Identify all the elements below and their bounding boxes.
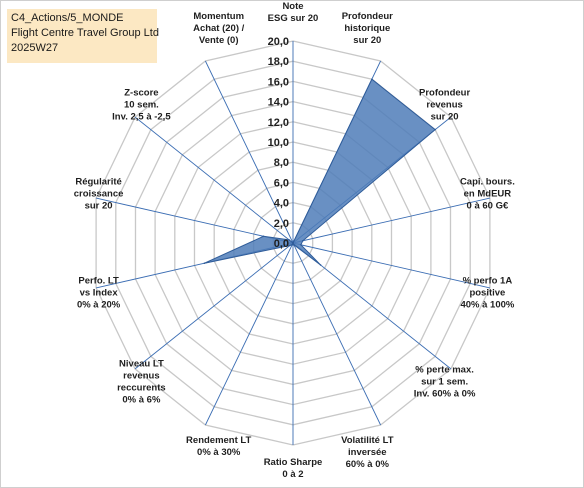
axis-label: Momentum Achat (20) / Vente (0) [193,11,245,46]
axis-label-line: Z-score [124,88,158,99]
axis-label-line: Capi. bours. [460,177,515,188]
axis-spoke [292,242,491,289]
data-point [262,235,265,238]
axis-label-line: % perte max. [415,364,474,375]
axis-label: Ratio Sharpe 0 à 2 [264,457,323,480]
header-category: C4_Actions/5_MONDE [11,12,124,24]
data-point [319,264,322,266]
axis-label-line: croissance [74,189,124,200]
axis-label: Note ESG sur 20 [268,1,319,24]
data-point [302,240,304,242]
data-point [293,244,295,246]
chart-header-box: C4_Actions/5_MONDE Flight Centre Travel … [7,9,159,63]
axis-label-line: sur 20 [85,201,113,212]
axis-label: Capi. bours. en MdEUR 0 à 60 G€ [460,177,515,212]
axis-label-line: Achat (20) / [193,23,245,34]
axis-label-line: Note [282,1,303,12]
axis-label-line: Perfo. LT [78,275,119,286]
axis-label: Profondeur revenus sur 20 [419,88,470,123]
axis-label: Niveau LT revenus reccurents 0% à 6% [117,358,166,405]
axis-label: Profondeur historique sur 20 [342,11,393,46]
axis-label-line: historique [344,23,390,34]
axis-label-line: inversée [348,447,387,458]
axis-label-line: 0% à 6% [122,394,161,405]
axis-label-line: sur 1 sem. [421,376,468,387]
data-point [371,78,373,80]
axis-spoke [134,242,294,370]
tick-label: 2,0 [274,218,289,230]
tick-label: 6,0 [274,177,289,189]
axis-label-line: Momentum [193,11,244,22]
data-point [434,128,436,131]
data-point [291,244,293,246]
axis-label-line: 0 à 2 [282,469,303,480]
axis-spoke [134,116,294,244]
axis-label-line: Profondeur [419,88,470,99]
header-company: Flight Centre Travel Group Ltd [11,27,159,39]
axis-label-line: Rendement LT [186,435,251,446]
axis-label-line: Volatilité LT [341,435,394,446]
tick-label: 8,0 [274,157,289,169]
axis-label-line: positive [469,287,505,298]
tick-label: 10,0 [268,137,289,149]
tick-label: 18,0 [268,56,289,68]
axis-label-line: reccurents [117,382,166,393]
axis-label: Perfo. LT vs Index 0% à 20% [77,275,121,310]
axis-label: Régularité croissance sur 20 [74,177,124,212]
data-point [289,244,291,247]
axis-spoke [95,197,294,244]
axis-spoke [292,242,382,426]
series-area [204,78,436,266]
tick-label: 16,0 [268,76,289,88]
axis-label-line: % perfo 1A [463,275,513,286]
axis-label-line: sur 20 [431,112,459,123]
axis-label: Rendement LT 0% à 30% [186,435,251,458]
tick-label: 12,0 [268,117,289,129]
axis-label-line: Niveau LT [119,358,164,369]
data-point [292,242,294,244]
axis-label-line: 0 à 60 G€ [467,201,509,212]
axis-label-line: 0% à 30% [197,447,241,458]
axis-label: % perfo 1A positive 40% à 100% [460,275,514,310]
axis-label-line: vs Index [80,287,119,298]
tick-label: 20,0 [268,36,289,48]
data-point [300,244,302,246]
axis-spoke [204,60,294,244]
axis-label-line: Inv. 60% à 0% [414,388,476,399]
axis-label-line: Ratio Sharpe [264,457,323,468]
axis-label-line: revenus [426,100,462,111]
header-week: 2025W27 [11,42,59,54]
axis-label-line: sur 20 [353,35,381,46]
axis-spoke [292,197,491,244]
axis-label-line: Profondeur [342,11,393,22]
axis-label: Z-score 10 sem. Inv. 2,5 à -2,5 [112,88,171,123]
axis-label-line: 40% à 100% [460,299,514,310]
axis-label: Volatilité LT inversée 60% à 0% [341,435,394,470]
axis-label-line: revenus [123,370,159,381]
axis-label-line: Vente (0) [199,35,239,46]
axis-label-line: 0% à 20% [77,299,121,310]
tick-label: 14,0 [268,97,289,109]
axis-label-line: 10 sem. [124,100,159,111]
tick-label: 4,0 [274,198,289,210]
axis-label-line: Inv. 2,5 à -2,5 [112,112,171,123]
data-point [288,239,290,241]
axis-label-line: Régularité [75,177,121,188]
axis-spoke [204,242,294,426]
data-point [203,262,206,265]
axis-label: % perte max. sur 1 sem. Inv. 60% à 0% [414,364,476,399]
tick-label: 0,0 [274,238,289,250]
axis-label-line: ESG sur 20 [268,13,319,24]
axis-label-line: en MdEUR [464,189,512,200]
axis-label-line: 60% à 0% [346,459,390,470]
